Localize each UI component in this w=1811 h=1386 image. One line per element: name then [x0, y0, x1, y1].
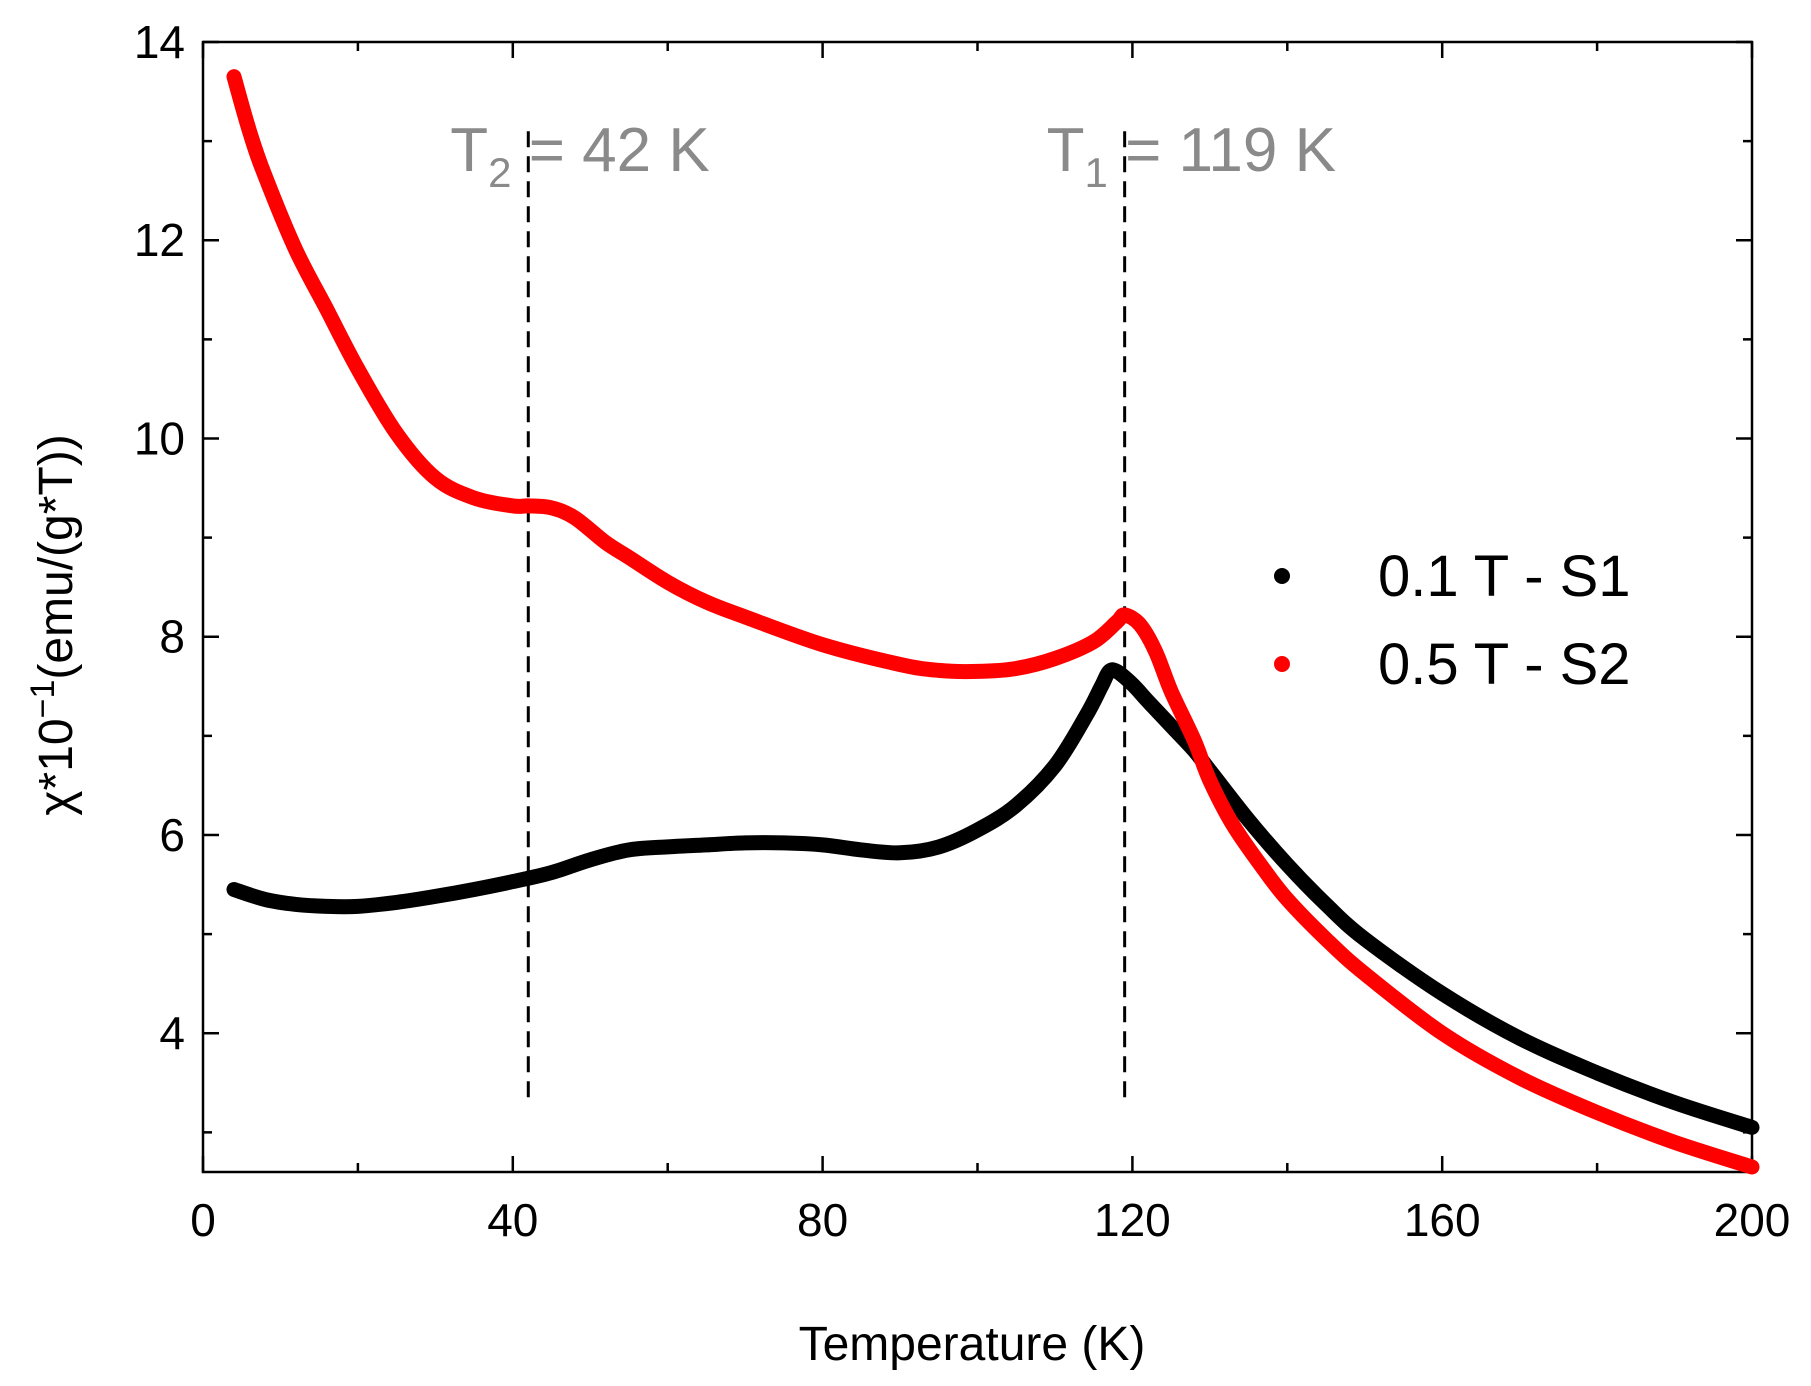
- legend-label-s1: 0.1 T - S1: [1378, 544, 1631, 609]
- series-line-2: [226, 69, 1760, 1175]
- x-axis: 0 40 80 120 160 200: [190, 42, 1790, 1246]
- legend-marker-s1: [1274, 568, 1290, 584]
- transition-label-value: = 42 K: [512, 116, 710, 185]
- transition-label-sub: 1: [1085, 149, 1108, 196]
- y-tick-label: 6: [159, 809, 185, 861]
- y-axis-title: χ*10−1(emu/(g*T)): [24, 434, 83, 815]
- transition-label-2: T1 = 119 K: [1047, 116, 1336, 196]
- x-axis-title: Temperature (K): [799, 1318, 1146, 1371]
- y-tick-label: 14: [134, 16, 185, 68]
- transition-label-value: = 119 K: [1108, 116, 1336, 185]
- y-axis-title-symbol: χ: [30, 790, 83, 815]
- x-tick-label: 160: [1404, 1194, 1481, 1246]
- series-layer: [226, 69, 1760, 1175]
- y-tick-label: 10: [134, 412, 185, 464]
- transition-label-symbol: T: [450, 116, 488, 185]
- x-tick-label: 120: [1094, 1194, 1171, 1246]
- transition-label-1: T2 = 42 K: [450, 116, 709, 196]
- series-line-1: [226, 662, 1760, 1135]
- legend-label-s2: 0.5 T - S2: [1378, 632, 1631, 697]
- x-tick-label: 200: [1714, 1194, 1791, 1246]
- x-tick-label: 40: [487, 1194, 538, 1246]
- x-tick-label: 0: [190, 1194, 216, 1246]
- y-axis-title-mid: *10: [30, 718, 83, 790]
- y-axis-title-exp: −1: [24, 680, 62, 719]
- y-tick-label: 4: [159, 1007, 185, 1059]
- y-tick-label: 8: [159, 611, 185, 663]
- x-tick-label: 80: [797, 1194, 848, 1246]
- legend: 0.1 T - S1 0.5 T - S2: [1274, 544, 1631, 697]
- y-axis-title-unit: (emu/(g*T)): [30, 434, 83, 679]
- legend-marker-s2: [1274, 656, 1290, 672]
- transition-label-symbol: T: [1047, 116, 1085, 185]
- y-tick-label: 12: [134, 214, 185, 266]
- annotations: T2 = 42 K T1 = 119 K: [450, 116, 1336, 1103]
- transition-label-sub: 2: [488, 149, 511, 196]
